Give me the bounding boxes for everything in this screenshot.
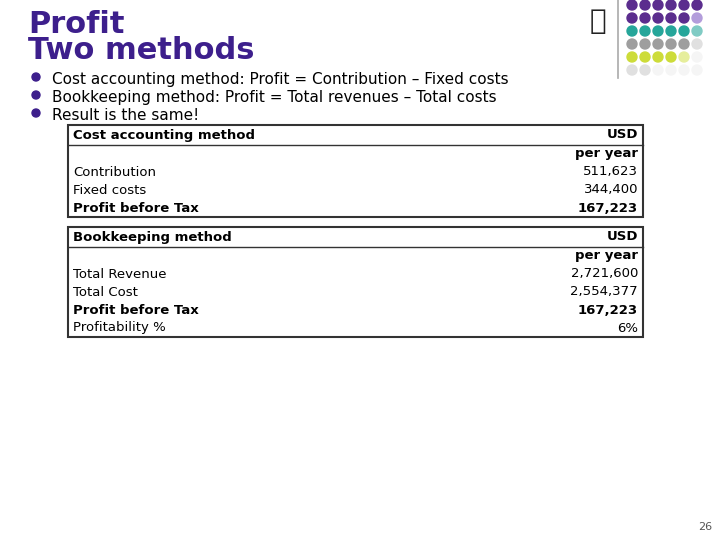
Circle shape bbox=[32, 73, 40, 81]
Circle shape bbox=[627, 65, 637, 75]
Circle shape bbox=[666, 39, 676, 49]
Text: 2,721,600: 2,721,600 bbox=[571, 267, 638, 280]
Circle shape bbox=[627, 13, 637, 23]
Text: Bookkeeping method: Bookkeeping method bbox=[73, 231, 232, 244]
Text: 6%: 6% bbox=[617, 321, 638, 334]
Circle shape bbox=[640, 52, 650, 62]
Circle shape bbox=[32, 109, 40, 117]
Circle shape bbox=[653, 52, 663, 62]
Text: 344,400: 344,400 bbox=[583, 184, 638, 197]
Text: Profit before Tax: Profit before Tax bbox=[73, 303, 199, 316]
Circle shape bbox=[653, 26, 663, 36]
Circle shape bbox=[692, 52, 702, 62]
Circle shape bbox=[627, 39, 637, 49]
FancyBboxPatch shape bbox=[68, 125, 643, 217]
Text: 2,554,377: 2,554,377 bbox=[570, 286, 638, 299]
Text: Contribution: Contribution bbox=[73, 165, 156, 179]
Text: USD: USD bbox=[606, 231, 638, 244]
FancyBboxPatch shape bbox=[68, 227, 643, 337]
Circle shape bbox=[653, 65, 663, 75]
Circle shape bbox=[32, 91, 40, 99]
Circle shape bbox=[666, 52, 676, 62]
Text: Profit before Tax: Profit before Tax bbox=[73, 201, 199, 214]
Text: Result is the same!: Result is the same! bbox=[52, 108, 199, 123]
Circle shape bbox=[692, 0, 702, 10]
Text: per year: per year bbox=[575, 249, 638, 262]
Circle shape bbox=[627, 26, 637, 36]
Circle shape bbox=[679, 52, 689, 62]
Circle shape bbox=[653, 13, 663, 23]
Circle shape bbox=[653, 0, 663, 10]
Text: USD: USD bbox=[606, 129, 638, 141]
Text: Two methods: Two methods bbox=[28, 36, 254, 65]
Circle shape bbox=[666, 13, 676, 23]
Text: per year: per year bbox=[575, 147, 638, 160]
Circle shape bbox=[653, 39, 663, 49]
Circle shape bbox=[640, 13, 650, 23]
Text: Fixed costs: Fixed costs bbox=[73, 184, 146, 197]
Circle shape bbox=[679, 26, 689, 36]
Circle shape bbox=[640, 26, 650, 36]
Circle shape bbox=[679, 65, 689, 75]
Text: Total Cost: Total Cost bbox=[73, 286, 138, 299]
Circle shape bbox=[666, 26, 676, 36]
Circle shape bbox=[679, 13, 689, 23]
Text: 26: 26 bbox=[698, 522, 712, 532]
Circle shape bbox=[640, 65, 650, 75]
Text: Profitability %: Profitability % bbox=[73, 321, 166, 334]
Text: Bookkeeping method: Profit = Total revenues – Total costs: Bookkeeping method: Profit = Total reven… bbox=[52, 90, 497, 105]
Text: 511,623: 511,623 bbox=[583, 165, 638, 179]
Circle shape bbox=[679, 0, 689, 10]
Circle shape bbox=[640, 0, 650, 10]
Text: Profit: Profit bbox=[28, 10, 125, 39]
Text: 167,223: 167,223 bbox=[578, 303, 638, 316]
Text: Cost accounting method: Cost accounting method bbox=[73, 129, 255, 141]
Circle shape bbox=[666, 0, 676, 10]
Circle shape bbox=[640, 39, 650, 49]
Text: Cost accounting method: Profit = Contribution – Fixed costs: Cost accounting method: Profit = Contrib… bbox=[52, 72, 508, 87]
Circle shape bbox=[627, 0, 637, 10]
Text: Total Revenue: Total Revenue bbox=[73, 267, 166, 280]
Circle shape bbox=[679, 39, 689, 49]
Circle shape bbox=[692, 13, 702, 23]
Circle shape bbox=[692, 65, 702, 75]
Text: 167,223: 167,223 bbox=[578, 201, 638, 214]
Text: 🖘: 🖘 bbox=[590, 7, 607, 35]
Circle shape bbox=[666, 65, 676, 75]
Circle shape bbox=[692, 26, 702, 36]
Circle shape bbox=[692, 39, 702, 49]
Circle shape bbox=[627, 52, 637, 62]
